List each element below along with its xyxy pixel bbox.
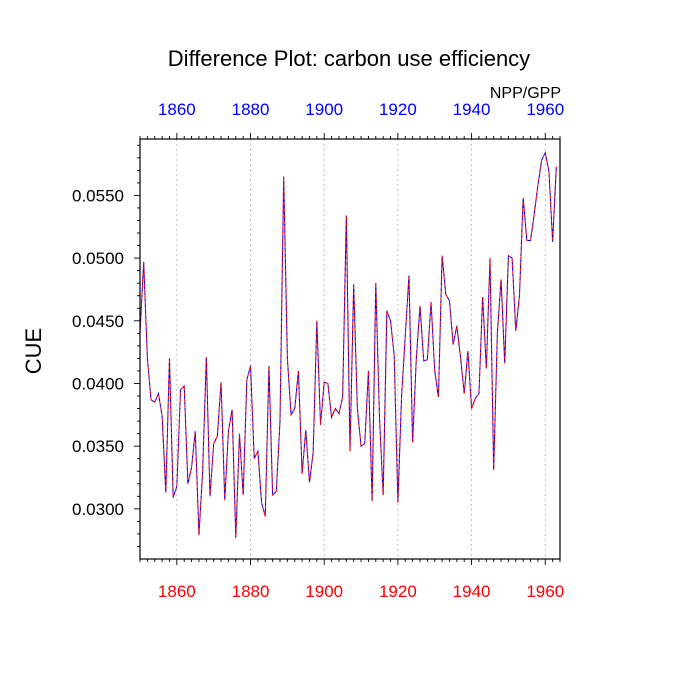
y-tick-label: 0.0300 [72, 500, 124, 519]
y-tick-label: 0.0550 [72, 186, 124, 205]
chart-title: Difference Plot: carbon use efficiency [168, 46, 530, 71]
x-tick-label-top: 1960 [526, 100, 564, 119]
y-tick-label: 0.0400 [72, 374, 124, 393]
data-line-red [139, 151, 557, 538]
data-line-blue [139, 151, 557, 538]
x-tick-labels-top: 1860 1880 1900 1920 1940 1960 [158, 100, 564, 119]
y-tick-labels: 0.0300 0.0350 0.0400 0.0450 0.0500 0.0550 [72, 186, 124, 518]
x-tick-label-bottom: 1940 [453, 582, 491, 601]
y-tick-label: 0.0350 [72, 437, 124, 456]
x-tick-label-bottom: 1860 [158, 582, 196, 601]
y-tick-label: 0.0500 [72, 249, 124, 268]
x-tick-label-top: 1920 [379, 100, 417, 119]
corner-label: NPP/GPP [490, 85, 561, 102]
y-axis-label: CUE [21, 328, 46, 374]
x-tick-label-bottom: 1920 [379, 582, 417, 601]
x-tick-label-top: 1880 [232, 100, 270, 119]
x-tick-label-top: 1900 [305, 100, 343, 119]
plot-frame [139, 138, 561, 560]
series-group [139, 151, 557, 538]
grid [176, 139, 546, 559]
x-tick-labels-bottom: 1860 1880 1900 1920 1940 1960 [158, 582, 564, 601]
x-tick-label-bottom: 1900 [305, 582, 343, 601]
x-tick-label-top: 1860 [158, 100, 196, 119]
x-tick-label-bottom: 1880 [232, 582, 270, 601]
x-tick-label-bottom: 1960 [526, 582, 564, 601]
y-tick-label: 0.0450 [72, 312, 124, 331]
x-tick-label-top: 1940 [453, 100, 491, 119]
